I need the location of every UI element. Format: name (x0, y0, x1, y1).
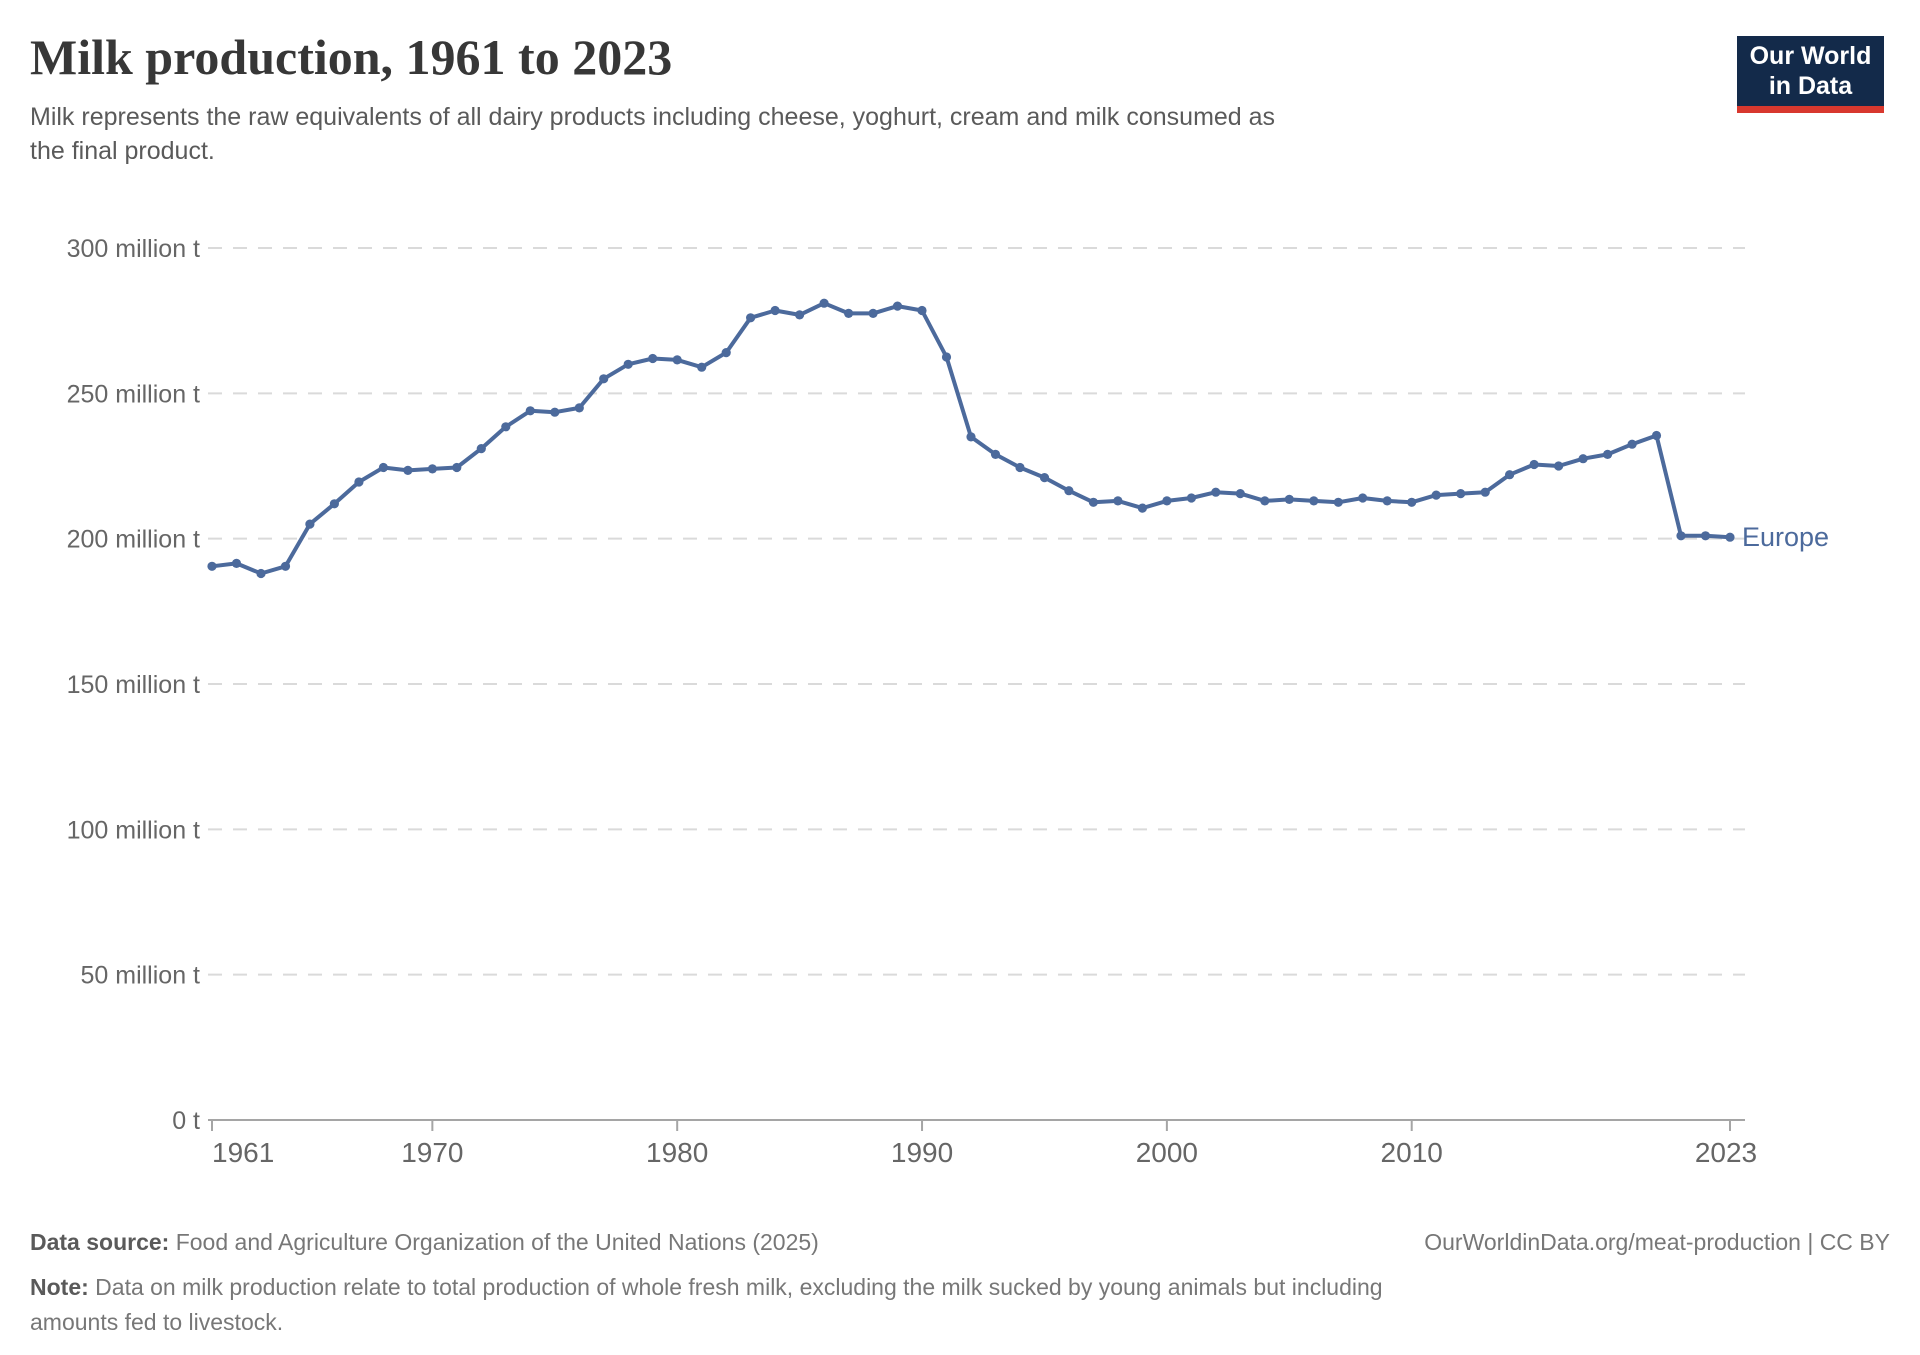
data-point[interactable] (844, 308, 854, 318)
data-point[interactable] (525, 406, 535, 416)
data-point[interactable] (623, 359, 633, 369)
x-axis-tick-label: 1961 (212, 1137, 274, 1168)
note-line-2: amounts fed to livestock. (30, 1309, 284, 1335)
x-axis-tick-label: 1990 (891, 1137, 953, 1168)
data-point[interactable] (1700, 531, 1711, 541)
x-axis-tick-label: 1970 (401, 1137, 463, 1168)
data-point[interactable] (452, 462, 462, 473)
chart-subtitle: Milk represents the raw equivalents of a… (30, 100, 1275, 168)
data-point[interactable] (1676, 531, 1686, 541)
data-point[interactable] (917, 305, 927, 316)
owid-logo-line-1: Our World (1749, 42, 1872, 70)
chart-note: Note: Data on milk production relate to … (30, 1270, 1500, 1340)
data-point[interactable] (1431, 490, 1441, 500)
data-source: Data source: Food and Agriculture Organi… (30, 1228, 819, 1257)
y-axis-tick-label: 200 million t (67, 526, 200, 554)
data-point[interactable] (1358, 493, 1368, 503)
data-source-text: Food and Agriculture Organization of the… (175, 1229, 819, 1255)
data-point[interactable] (1260, 496, 1270, 506)
note-line-1: Data on milk production relate to total … (95, 1274, 1383, 1300)
data-point[interactable] (721, 348, 731, 358)
data-point[interactable] (1235, 489, 1245, 499)
data-point[interactable] (1211, 487, 1221, 497)
y-axis-tick-label: 300 million t (67, 235, 200, 263)
data-point[interactable] (1137, 503, 1147, 513)
y-axis-tick-label: 250 million t (67, 380, 200, 408)
data-point[interactable] (231, 558, 242, 569)
data-point[interactable] (329, 499, 339, 509)
data-point[interactable] (1603, 449, 1613, 459)
data-point[interactable] (280, 561, 291, 571)
data-point[interactable] (427, 464, 437, 474)
data-point[interactable] (1407, 497, 1417, 507)
data-point[interactable] (746, 313, 756, 323)
data-point[interactable] (599, 374, 609, 384)
data-point[interactable] (305, 519, 315, 529)
data-point[interactable] (1627, 439, 1637, 449)
data-point[interactable] (648, 353, 658, 364)
data-source-label: Data source: (30, 1229, 170, 1255)
data-point[interactable] (1456, 489, 1466, 499)
data-point[interactable] (990, 449, 1001, 459)
x-axis-tick-label: 1980 (646, 1137, 708, 1168)
owid-logo-line-2: in Data (1768, 72, 1853, 100)
y-axis-tick-label: 150 million t (67, 671, 200, 699)
data-point[interactable] (1039, 473, 1050, 483)
data-point[interactable] (550, 407, 560, 417)
data-point[interactable] (892, 301, 903, 311)
data-point[interactable] (574, 403, 584, 413)
data-point[interactable] (1529, 459, 1539, 470)
data-point[interactable] (1113, 496, 1123, 506)
data-point[interactable] (1015, 462, 1025, 473)
owid-logo: Our World in Data (1737, 36, 1884, 113)
data-point[interactable] (354, 477, 364, 487)
data-point[interactable] (795, 310, 805, 320)
data-point[interactable] (378, 462, 388, 473)
data-point[interactable] (1725, 532, 1735, 542)
data-point[interactable] (819, 298, 829, 308)
y-axis-tick-label: 50 million t (81, 962, 201, 990)
chart-footer: Data source: Food and Agriculture Organi… (30, 1228, 1890, 1340)
data-point[interactable] (476, 444, 486, 454)
data-point[interactable] (966, 432, 976, 442)
data-point[interactable] (1162, 496, 1172, 506)
data-point[interactable] (256, 568, 266, 579)
note-label: Note: (30, 1274, 89, 1300)
data-point[interactable] (770, 305, 780, 316)
data-point[interactable] (1088, 497, 1098, 507)
subtitle-line-1: Milk represents the raw equivalents of a… (30, 103, 1276, 131)
data-point[interactable] (1578, 454, 1588, 464)
page-title: Milk production, 1961 to 2023 (30, 29, 673, 85)
data-point[interactable] (672, 355, 682, 365)
data-point[interactable] (1333, 497, 1343, 507)
y-axis-tick-label: 100 million t (67, 816, 200, 844)
data-point[interactable] (1186, 493, 1196, 503)
y-axis-tick-label: 0 t (172, 1107, 200, 1135)
data-point[interactable] (1382, 496, 1392, 506)
data-point[interactable] (403, 465, 413, 475)
data-point[interactable] (1064, 486, 1074, 496)
data-point[interactable] (501, 422, 511, 432)
subtitle-line-2: the final product. (30, 137, 215, 165)
series-label: Europe (1742, 522, 1829, 552)
data-point[interactable] (868, 308, 878, 318)
data-point[interactable] (941, 352, 952, 362)
x-axis-tick-label: 2023 (1695, 1137, 1757, 1168)
data-point[interactable] (697, 362, 707, 372)
citation-link: OurWorldinData.org/meat-production | CC … (1424, 1229, 1890, 1255)
x-axis-tick-label: 2000 (1136, 1137, 1198, 1168)
data-point[interactable] (1480, 487, 1490, 497)
data-point[interactable] (1554, 461, 1564, 471)
data-point[interactable] (1651, 430, 1662, 441)
data-point[interactable] (1309, 496, 1319, 506)
data-point[interactable] (1505, 470, 1515, 480)
data-point[interactable] (1284, 494, 1294, 504)
x-axis-tick-label: 2010 (1381, 1137, 1443, 1168)
data-point[interactable] (207, 561, 217, 571)
